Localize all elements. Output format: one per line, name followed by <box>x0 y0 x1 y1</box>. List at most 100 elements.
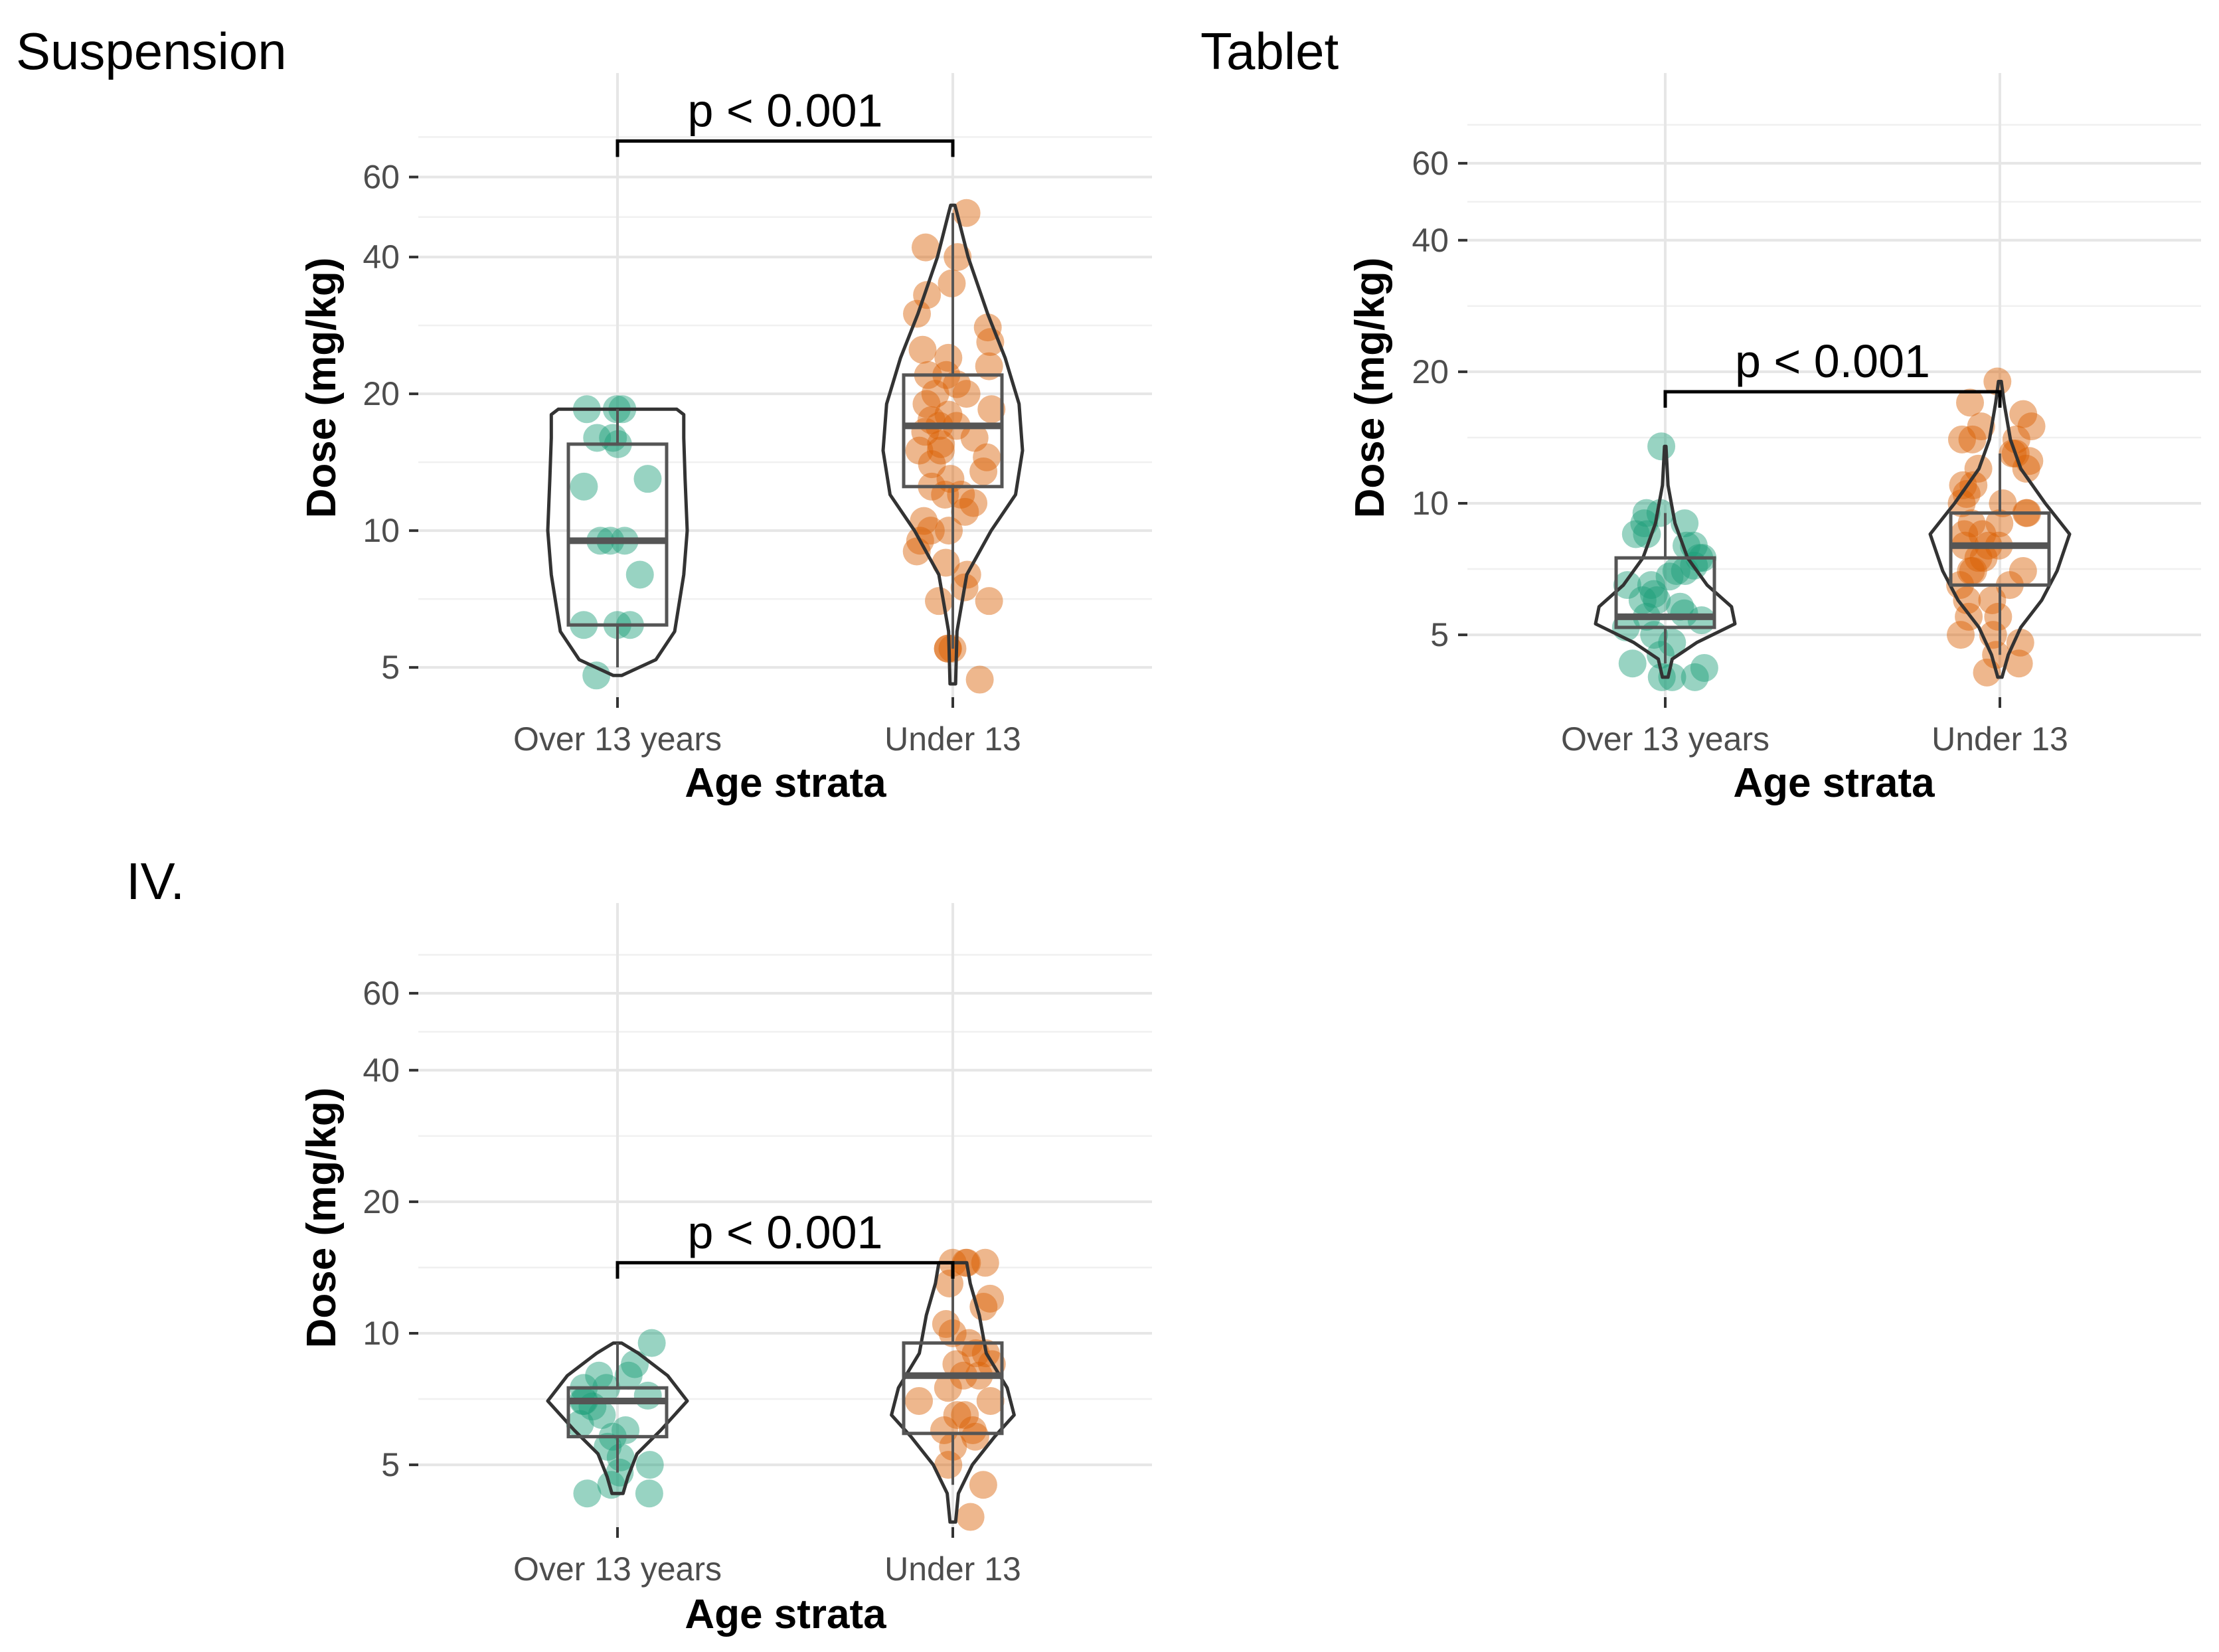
data-point <box>959 489 988 517</box>
data-point <box>952 380 981 408</box>
x-axis-title: Age strata <box>685 760 886 806</box>
group-over-13 <box>546 1329 689 1508</box>
data-point <box>951 497 979 526</box>
data-point <box>1681 663 1709 691</box>
data-point <box>1956 388 1985 417</box>
y-tick-label: 60 <box>363 975 400 1012</box>
data-point <box>969 457 998 485</box>
data-point <box>975 587 1003 616</box>
violin <box>1928 380 2072 679</box>
data-point <box>1959 471 1988 499</box>
y-tick-label: 5 <box>1430 616 1449 653</box>
data-point <box>1953 586 1981 614</box>
data-point <box>2009 556 2037 585</box>
violin <box>881 203 1025 686</box>
data-point <box>905 436 934 465</box>
data-point <box>927 430 955 458</box>
group-over-13 <box>1594 432 1737 691</box>
data-point <box>916 517 945 545</box>
group-under-13 <box>881 199 1025 694</box>
data-point <box>1621 520 1650 548</box>
data-point <box>1628 586 1657 614</box>
y-tick-label: 20 <box>363 375 400 412</box>
data-point <box>1968 520 1997 548</box>
data-point <box>594 1432 622 1461</box>
panel-title: IV. <box>126 852 185 910</box>
y-tick-label: 60 <box>1412 145 1449 182</box>
data-point <box>1958 425 1987 454</box>
x-tick-label: Under 13 <box>884 1550 1021 1588</box>
panel-suspension: Suspension 5 10 20 40 60 Over 13 years Under 1… <box>16 22 1152 806</box>
data-point <box>633 465 662 493</box>
data-point <box>960 424 989 452</box>
data-point <box>637 1329 666 1357</box>
y-axis-title: Dose (mg/kg) <box>1347 258 1393 519</box>
data-point <box>2006 628 2034 657</box>
panel-tablet: Tablet 5 10 20 40 60 Over 13 years Under 13 p <… <box>1200 22 2201 806</box>
y-tick-label: 5 <box>381 1446 400 1483</box>
data-point <box>1655 562 1684 591</box>
y-tick-label: 10 <box>363 1315 400 1352</box>
data-point <box>1989 489 2017 517</box>
box <box>566 442 669 627</box>
data-point <box>614 1361 643 1390</box>
y-tick-label: 10 <box>363 512 400 549</box>
data-point <box>588 1401 616 1430</box>
data-point <box>1949 471 1977 499</box>
data-point <box>943 1401 971 1430</box>
data-point <box>934 1451 963 1479</box>
data-point <box>635 1451 664 1479</box>
y-axis-title: Dose (mg/kg) <box>299 1088 345 1349</box>
y-tick-label: 20 <box>363 1183 400 1220</box>
data-point <box>936 1270 964 1298</box>
x-tick-label: Under 13 <box>884 720 1021 758</box>
data-point <box>944 243 972 272</box>
data-point <box>1662 556 1690 585</box>
data-point <box>1637 571 1665 600</box>
data-point <box>959 1416 987 1444</box>
data-point <box>1984 602 2013 631</box>
significance-bracket <box>616 1261 955 1279</box>
data-point <box>1613 571 1641 600</box>
y-tick-label: 40 <box>1412 222 1449 259</box>
data-point <box>1969 544 1998 572</box>
data-point <box>969 1471 997 1499</box>
data-point <box>633 1381 662 1410</box>
data-point <box>934 343 963 372</box>
data-point <box>1646 641 1675 669</box>
data-point <box>2015 447 2044 475</box>
y-tick-label: 5 <box>381 649 400 686</box>
data-point <box>943 370 971 398</box>
data-point <box>942 1350 971 1378</box>
data-point <box>956 1503 985 1531</box>
group-over-13 <box>546 395 689 690</box>
data-point <box>1959 556 1987 585</box>
p-value-label: p < 0.001 <box>1735 335 1930 387</box>
box <box>1614 556 1716 629</box>
y-tick-label: 20 <box>1412 353 1449 390</box>
group-under-13 <box>1928 367 2072 687</box>
data-point <box>951 1401 979 1430</box>
y-tick-label: 40 <box>363 1052 400 1089</box>
plot-area: 5 10 20 40 60 Over 13 years Under 13 p < 0.001 <box>363 73 1152 758</box>
data-point <box>934 400 963 429</box>
data-point <box>965 665 994 694</box>
data-point <box>1950 520 1979 548</box>
y-tick-label: 60 <box>363 159 400 196</box>
data-point <box>961 1422 989 1451</box>
x-axis-title: Age strata <box>1733 760 1935 806</box>
data-point <box>2017 412 2046 441</box>
box <box>902 1341 1004 1436</box>
data-point <box>973 443 1001 471</box>
data-point <box>1687 606 1716 635</box>
data-point <box>1639 580 1668 608</box>
data-point <box>918 450 946 479</box>
x-tick-label: Over 13 years <box>513 720 722 758</box>
data-point <box>1647 432 1676 461</box>
data-point <box>1658 663 1686 691</box>
box <box>902 373 1004 489</box>
data-point <box>1632 499 1661 527</box>
data-point <box>570 472 598 501</box>
panel-title: Suspension <box>16 22 287 80</box>
